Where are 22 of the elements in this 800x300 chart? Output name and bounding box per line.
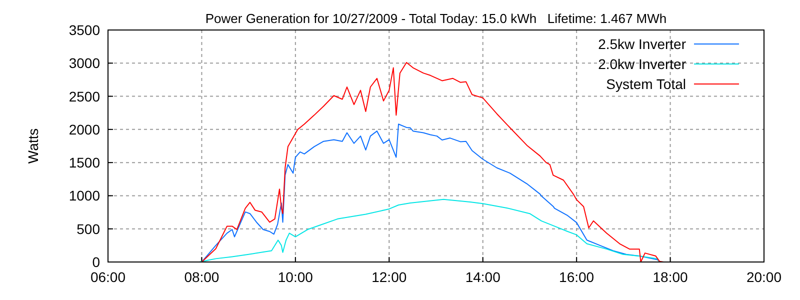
y-tick-label: 0 [92,254,100,270]
x-tick-label: 18:00 [652,269,688,285]
legend-label: System Total [606,76,686,92]
y-tick-label: 2500 [68,88,100,104]
x-tick-label: 08:00 [184,269,220,285]
x-tick-label: 12:00 [372,269,407,285]
legend-label: 2.0kw Inverter [598,56,686,72]
line-series [198,198,660,262]
y-tick-label: 3000 [68,55,100,72]
y-tick-label: 1500 [68,154,100,171]
y-tick-label: 500 [76,220,100,237]
x-tick-label: 14:00 [465,269,501,285]
x-tick-label: 20:00 [746,269,782,285]
x-tick-label: 06:00 [90,269,126,285]
y-tick-label: 2000 [68,121,100,138]
legend-label: 2.5kw Inverter [598,36,686,52]
chart-title: Power Generation for 10/27/2009 - Total Today: 15.0 kWh Lifetime: 1.467 MWh [205,11,667,26]
y-tick-label: 1000 [68,188,100,204]
y-tick-label: 3500 [68,22,100,38]
x-tick-label: 10:00 [278,269,314,285]
x-tick-label: 16:00 [559,269,594,285]
y-axis-title: Watts [25,128,41,164]
